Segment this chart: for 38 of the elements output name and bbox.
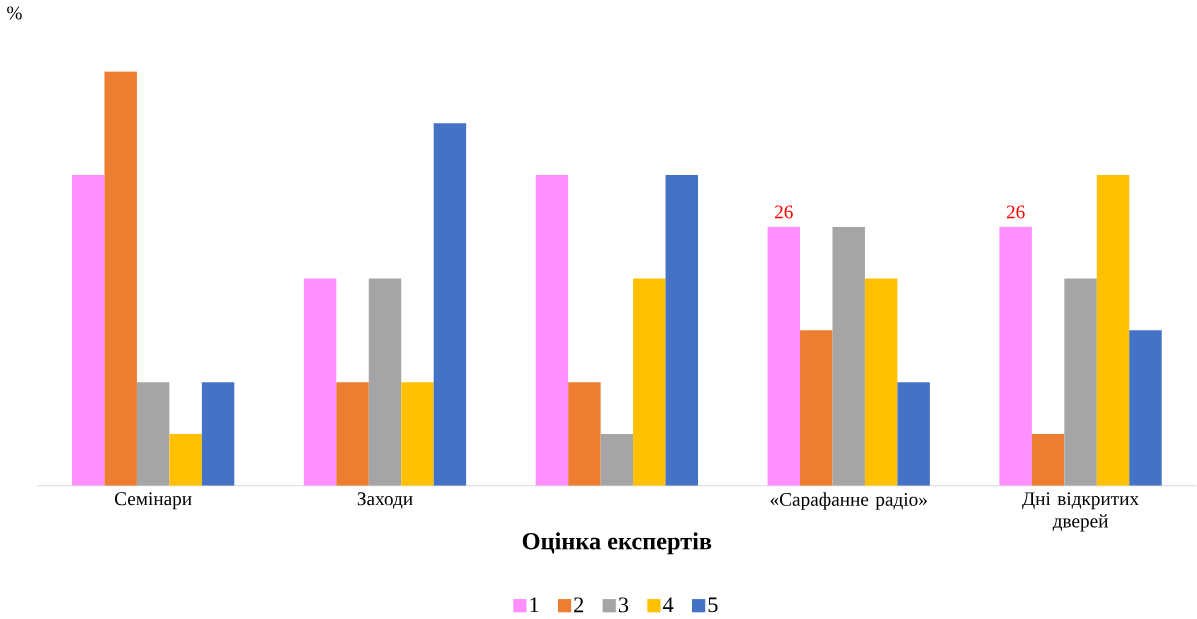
bar	[201, 382, 235, 486]
bar	[104, 71, 137, 486]
bar	[336, 382, 369, 486]
bar	[368, 278, 402, 486]
bar	[600, 433, 634, 486]
bar	[535, 174, 569, 486]
data-label: 26	[1006, 205, 1025, 219]
legend-label: 4	[663, 597, 674, 613]
legend-label: 2	[574, 597, 584, 613]
bar	[633, 278, 666, 486]
bar	[767, 226, 801, 486]
bar	[71, 174, 105, 486]
legend-label: 3	[618, 597, 629, 613]
bar	[169, 433, 202, 486]
bar	[303, 278, 337, 486]
bar	[800, 330, 833, 486]
data-label: 26	[775, 205, 793, 219]
bar	[1129, 330, 1162, 486]
bar	[832, 226, 865, 486]
bar	[1031, 433, 1065, 486]
bar	[1064, 278, 1097, 486]
x-tick-label: Семінари	[114, 492, 192, 510]
bar	[568, 382, 601, 486]
bar	[864, 278, 898, 486]
bar	[665, 174, 698, 486]
legend-label: 1	[530, 597, 539, 613]
legend-label: 5	[708, 597, 718, 613]
x-axis-title: Оцінка експертів	[522, 532, 712, 555]
bar	[897, 382, 930, 486]
y-axis-title: %	[7, 6, 22, 20]
bar	[401, 382, 434, 486]
bar	[136, 382, 170, 486]
bar	[1096, 174, 1130, 486]
bar	[433, 123, 467, 486]
x-tick-label: Заходи	[357, 492, 413, 509]
x-tick-label: «Сарафанне радіо»	[770, 492, 927, 510]
x-tick-label: Дні відкритих дверей	[1022, 492, 1139, 532]
bar	[999, 226, 1032, 486]
